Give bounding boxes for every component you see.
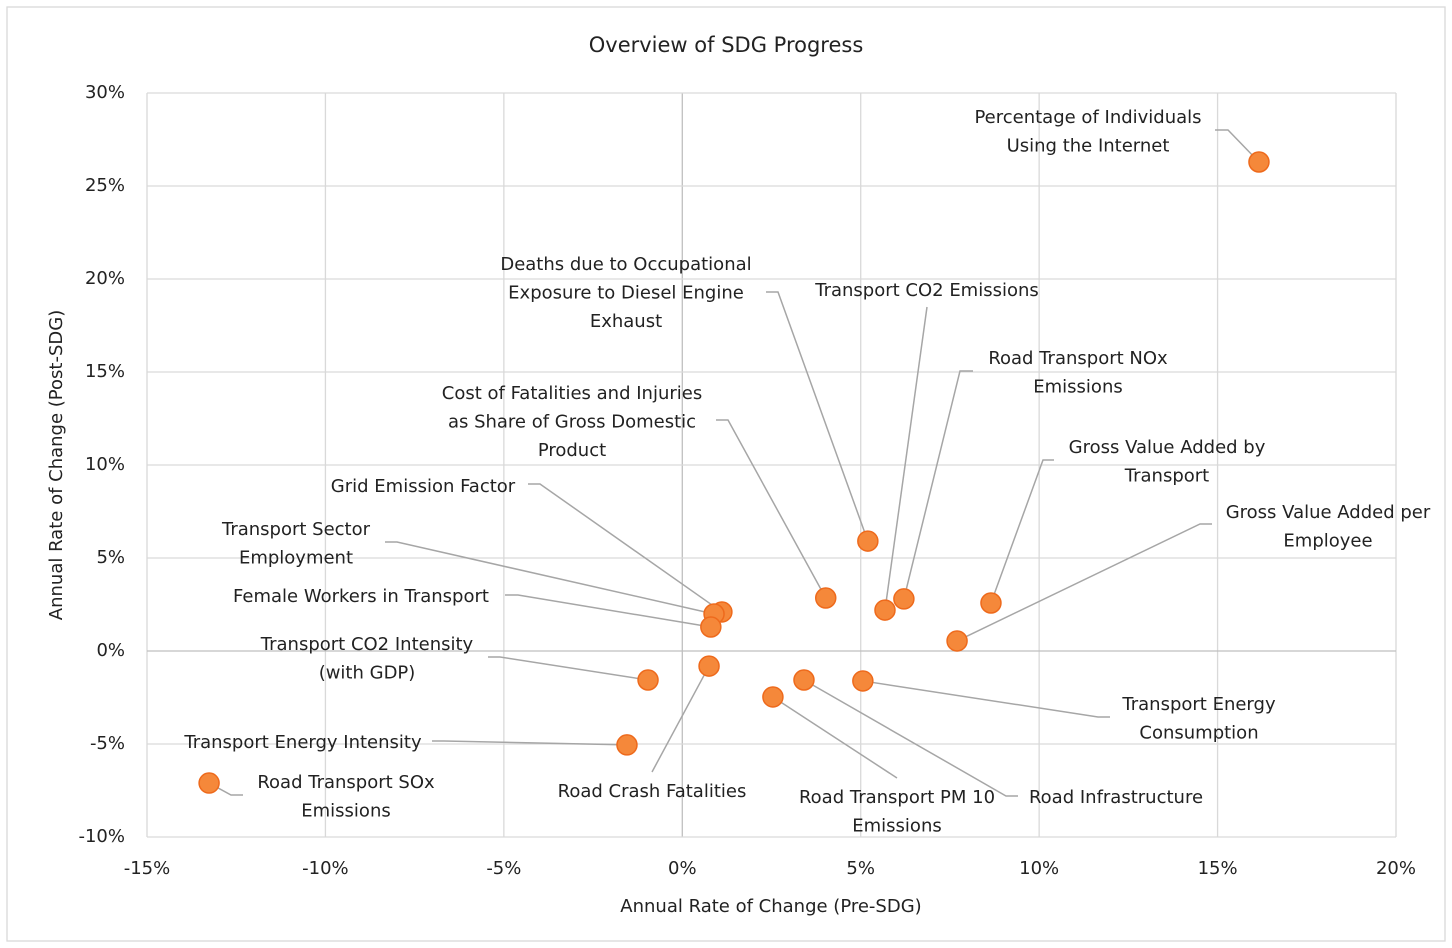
point	[700, 616, 722, 638]
x-tick-label: 15%	[1198, 858, 1238, 879]
point-label: Road Crash Fatalities	[558, 781, 747, 802]
point-label: as Share of Gross Domestic	[448, 412, 696, 433]
chart-frame	[6, 6, 1446, 942]
leader-line	[1215, 129, 1260, 163]
y-tick-label: 0%	[96, 640, 125, 661]
y-tick-label: -5%	[90, 733, 125, 754]
leader-line	[772, 696, 898, 779]
point	[857, 530, 879, 552]
point	[637, 669, 659, 691]
point-label: Road Infrastructure	[1029, 787, 1203, 808]
x-tick-label: 5%	[846, 858, 875, 879]
point-label: Transport Energy	[1121, 694, 1276, 715]
point-label: Percentage of Individuals	[974, 107, 1201, 128]
point-label: Gross Value Added per	[1226, 502, 1431, 523]
point-label: Cost of Fatalities and Injuries	[442, 383, 702, 404]
leader-line	[990, 459, 1054, 604]
point	[852, 670, 874, 692]
leader-line	[903, 370, 973, 600]
point-label: Road Transport SOx	[257, 772, 435, 793]
point	[874, 599, 896, 621]
point-label: Road Transport NOx	[988, 348, 1168, 369]
point-label: Female Workers in Transport	[233, 586, 489, 607]
point-label: Road Transport PM 10	[799, 787, 995, 808]
point-label: Emissions	[1033, 377, 1122, 398]
point-label: Using the Internet	[1007, 136, 1170, 157]
x-tick-label: 10%	[1019, 858, 1059, 879]
point-label: Transport Energy Intensity	[183, 732, 422, 753]
leader-line	[385, 541, 715, 615]
leader-line	[716, 419, 827, 599]
point-label: Exposure to Diesel Engine	[508, 283, 744, 304]
y-tick-label: 10%	[85, 454, 125, 475]
leader-line	[884, 306, 928, 611]
x-tick-label: -15%	[124, 858, 171, 879]
point-label: Product	[538, 440, 606, 461]
point-label: Grid Emission Factor	[331, 476, 516, 497]
x-tick-label: -10%	[302, 858, 349, 879]
point-label: Transport CO2 Emissions	[814, 280, 1039, 301]
leader-line	[528, 483, 723, 613]
point-label: Emissions	[301, 801, 390, 822]
point-label: (with GDP)	[319, 663, 416, 684]
point	[198, 772, 220, 794]
point-label: Exhaust	[590, 311, 662, 332]
point	[946, 630, 968, 652]
x-tick-label: -5%	[486, 858, 521, 879]
x-tick-label: 20%	[1376, 858, 1416, 879]
point	[616, 734, 638, 756]
y-tick-label: 5%	[96, 547, 125, 568]
leader-line	[432, 740, 627, 746]
leader-line	[803, 679, 1018, 797]
point	[698, 655, 720, 677]
point	[893, 588, 915, 610]
point	[1248, 151, 1270, 173]
point	[814, 587, 837, 609]
point-label: Employment	[239, 548, 353, 569]
point	[980, 592, 1002, 614]
point-label: Gross Value Added by	[1069, 437, 1266, 458]
x-tick-label: 0%	[668, 858, 697, 879]
y-tick-label: 20%	[85, 268, 125, 289]
point-label: Consumption	[1139, 723, 1258, 744]
point-label: Deaths due to Occupational	[500, 254, 751, 275]
point-label: Transport Sector	[221, 519, 371, 540]
y-tick-label: -10%	[78, 826, 125, 847]
point-label: Emissions	[852, 816, 941, 837]
point-label: Employee	[1283, 531, 1372, 552]
x-axis-title: Annual Rate of Change (Pre-SDG)	[620, 896, 921, 917]
point-label: Transport	[1124, 466, 1209, 487]
y-axis-title: Annual Rate of Change (Post-SDG)	[46, 310, 67, 620]
point-label: Transport CO2 Intensity	[260, 634, 474, 655]
leader-line	[956, 523, 1212, 642]
chart-title: Overview of SDG Progress	[589, 33, 864, 57]
leader-line	[505, 594, 711, 628]
leader-line	[651, 665, 710, 773]
leader-line	[862, 680, 1110, 718]
leader-line	[488, 656, 649, 681]
y-tick-label: 25%	[85, 175, 125, 196]
point	[762, 686, 784, 708]
point	[793, 669, 815, 691]
y-tick-label: 15%	[85, 361, 125, 382]
y-tick-label: 30%	[85, 82, 125, 103]
leader-line	[766, 291, 869, 542]
